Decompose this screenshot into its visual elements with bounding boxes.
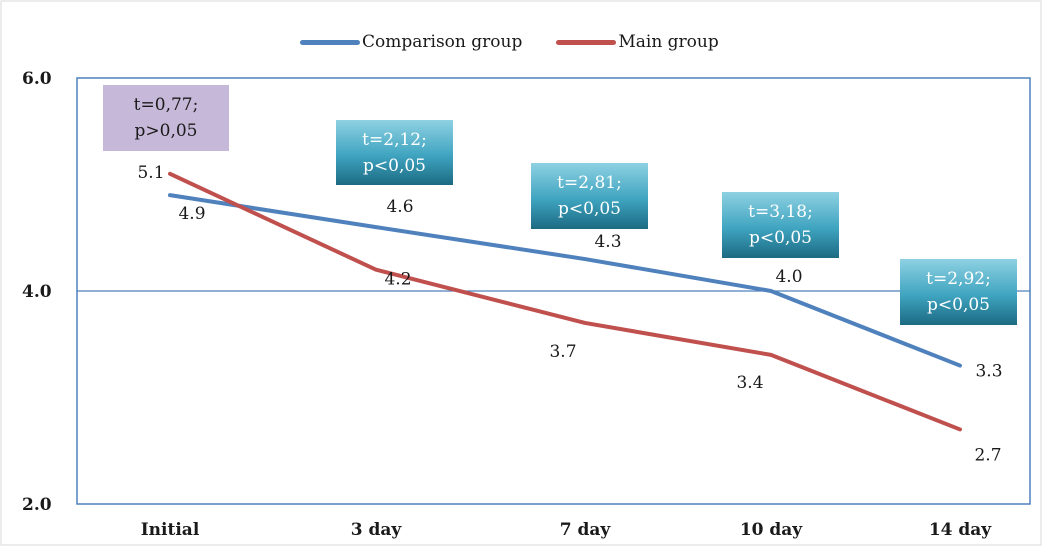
annotation-p-value: p<0,05	[927, 295, 990, 315]
x-tick-label: 14 day	[929, 520, 992, 540]
data-label-comparison-group: 4.0	[775, 267, 802, 287]
data-label-comparison-group: 4.6	[386, 197, 413, 217]
x-tick-label: Initial	[141, 520, 200, 540]
data-label-main-group: 5.1	[137, 163, 164, 183]
legend-label-main: Main group	[618, 32, 719, 52]
annotation-box-7-day: t=2,81; p<0,05	[531, 163, 648, 229]
legend-item-comparison: Comparison group	[300, 32, 522, 52]
annotation-t-value: t=3,18;	[748, 202, 813, 222]
annotation-p-value: p<0,05	[749, 228, 812, 248]
legend-label-comparison: Comparison group	[362, 32, 523, 52]
data-labels: 4.9 4.6 4.3 4.0 3.3 5.1 4.2 3.7 3.4 2.7	[137, 163, 1002, 466]
x-tick-label: 3 day	[351, 520, 403, 540]
annotation-t-value: t=2,12;	[362, 129, 427, 150]
y-tick-label: 6.0	[22, 69, 52, 89]
data-label-comparison-group: 3.3	[975, 362, 1002, 382]
annotation-t-value: t=2,92;	[926, 269, 991, 289]
data-label-comparison-group: 4.9	[178, 204, 205, 224]
legend: Comparison group Main group	[300, 30, 753, 54]
y-axis-ticks: 2.0 4.0 6.0	[22, 69, 52, 515]
legend-item-main: Main group	[556, 32, 719, 52]
annotation-p-value: p>0,05	[134, 121, 198, 141]
annotation-box-14-day: t=2,92; p<0,05	[900, 259, 1017, 325]
data-label-comparison-group: 4.3	[594, 232, 621, 252]
x-tick-label: 10 day	[740, 520, 803, 540]
series-line-main-group	[168, 171, 962, 432]
x-tick-label: 7 day	[560, 520, 612, 540]
annotation-box-10-day: t=3,18; p<0,05	[722, 192, 839, 258]
annotation-box-3-day: t=2,12; p<0,05	[336, 120, 453, 185]
y-tick-label: 2.0	[22, 495, 52, 515]
annotation-t-value: t=0,77;	[133, 95, 199, 115]
data-label-main-group: 4.2	[384, 270, 411, 290]
annotation-box-initial: t=0,77; p>0,05	[103, 85, 229, 151]
y-tick-label: 4.0	[22, 282, 52, 302]
legend-swatch-main	[556, 39, 617, 45]
data-label-main-group: 3.7	[549, 342, 576, 362]
annotation-t-value: t=2,81;	[557, 173, 622, 193]
annotation-p-value: p<0,05	[363, 155, 426, 176]
annotation-p-value: p<0,05	[558, 199, 621, 219]
data-label-main-group: 3.4	[736, 373, 763, 393]
legend-swatch-comparison	[300, 39, 360, 45]
data-label-main-group: 2.7	[974, 445, 1001, 465]
x-axis-ticks: Initial 3 day 7 day 10 day 14 day	[141, 520, 993, 540]
series-lines	[168, 171, 962, 432]
series-line-comparison-group	[168, 193, 962, 368]
